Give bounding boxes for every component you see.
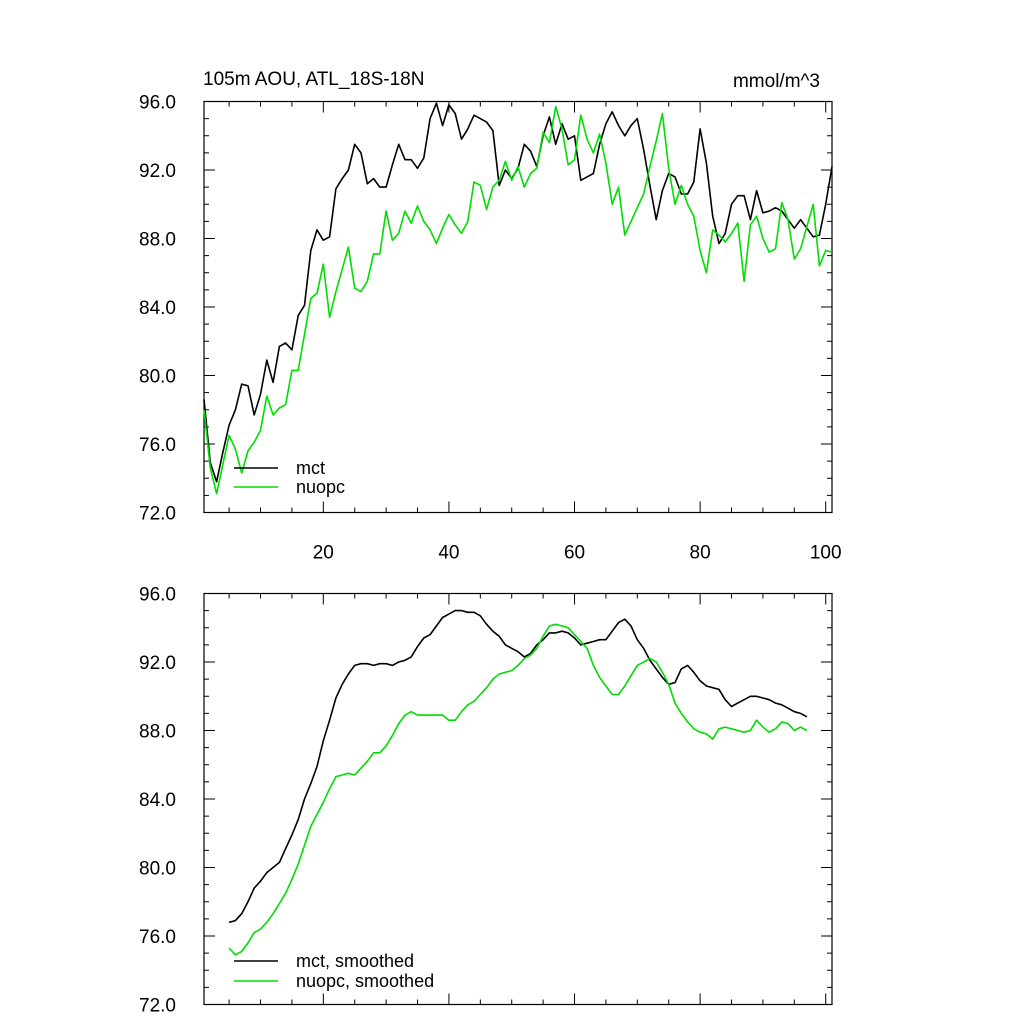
y-tick-label: 88.0 <box>139 230 176 251</box>
legend-label: mct <box>296 458 325 478</box>
y-tick-label: 84.0 <box>139 790 176 811</box>
bottom-plot: 72.0 76.0 80.0 84.0 88.0 92.0 96.0 mct, smoothe… <box>139 585 833 1017</box>
units-label: mmol/m^3 <box>733 71 820 92</box>
legend-label: mct, smoothed <box>296 951 414 971</box>
series-line-mct-smoothed <box>228 609 808 924</box>
y-tick-label: 92.0 <box>139 161 176 182</box>
series-line-nuopc-smoothed <box>228 623 808 956</box>
top-plot: 72.0 76.0 80.0 84.0 88.0 92.0 96.0 20 40 60 80 100 m… <box>139 93 842 564</box>
y-tick-label: 76.0 <box>139 435 176 456</box>
y-tick-label: 88.0 <box>139 722 176 743</box>
x-tick-label: 40 <box>438 543 459 564</box>
legend-label: nuopc <box>296 477 345 497</box>
x-tick-label: 80 <box>690 543 711 564</box>
y-tick-label: 80.0 <box>139 859 176 880</box>
y-tick-label: 96.0 <box>139 585 176 606</box>
series-line-mct <box>203 102 833 483</box>
x-tick-label: 100 <box>810 543 842 564</box>
y-tick-label: 80.0 <box>139 367 176 388</box>
y-tick-label: 72.0 <box>139 504 176 525</box>
plot-frame <box>203 592 833 1006</box>
x-tick-label: 20 <box>313 543 334 564</box>
chart-title: 105m AOU, ATL_18S-18N <box>203 69 424 90</box>
series-line-nuopc <box>203 105 833 495</box>
y-tick-label: 92.0 <box>139 653 176 674</box>
y-tick-label: 76.0 <box>139 927 176 948</box>
legend-label: nuopc, smoothed <box>296 971 434 991</box>
plot-frame <box>203 100 833 514</box>
y-tick-label: 72.0 <box>139 996 176 1017</box>
y-tick-label: 96.0 <box>139 93 176 114</box>
x-tick-label: 60 <box>564 543 585 564</box>
y-tick-label: 84.0 <box>139 298 176 319</box>
